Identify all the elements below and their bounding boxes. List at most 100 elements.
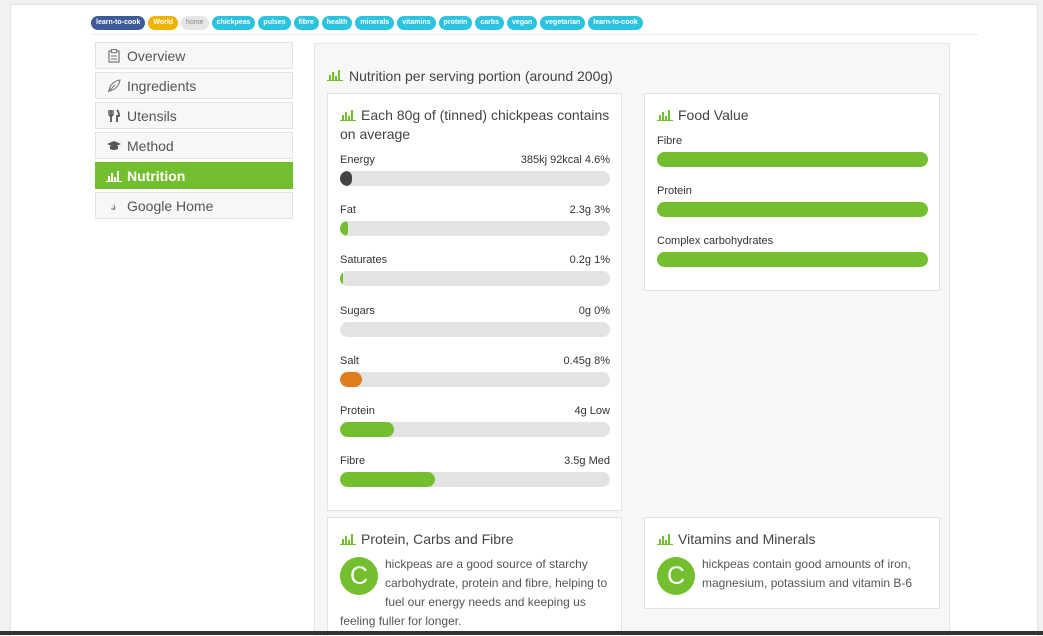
tag-vegan[interactable]: vegan bbox=[507, 16, 538, 30]
panel-text: hickpeas contain good amounts of iron, m… bbox=[702, 557, 913, 590]
sidebar-item-google-home[interactable]: 𝓈 Google Home bbox=[95, 192, 293, 219]
sidebar-item-label: Overview bbox=[127, 47, 186, 64]
nutrient-bar-track bbox=[340, 371, 610, 387]
google-icon: 𝓈 bbox=[111, 197, 117, 214]
sidebar-item-ingredients[interactable]: Ingredients bbox=[95, 72, 293, 99]
leaf-icon bbox=[104, 78, 124, 93]
nutrient-value: 4g Low bbox=[574, 405, 610, 417]
tag-list: learn-to-cook World home chickpeas pulses fib… bbox=[91, 12, 978, 35]
cutlery-icon bbox=[104, 108, 124, 123]
protein-carbs-fibre-panel: Protein, Carbs and Fibre C hickpeas are … bbox=[327, 517, 622, 636]
section-title: Nutrition per serving portion (around 20… bbox=[327, 68, 613, 84]
nutrition-panel: Each 80g of (tinned) chickpeas contains … bbox=[327, 93, 622, 511]
panel-title: Vitamins and Minerals bbox=[657, 530, 815, 549]
nutrient-value: 0.45g 8% bbox=[563, 354, 610, 367]
nutrient-label: Fat bbox=[340, 204, 356, 217]
panel-title-text: Each 80g of (tinned) chickpeas contains … bbox=[340, 107, 610, 142]
nutrient-bar-track bbox=[340, 271, 610, 287]
nutrient-bar-track bbox=[340, 221, 610, 237]
tag-home[interactable]: home bbox=[181, 16, 209, 30]
nutrient-label: Protein bbox=[340, 405, 375, 417]
nutrient-label: Fibre bbox=[340, 455, 366, 468]
tag-protein[interactable]: protein bbox=[438, 16, 473, 30]
nutrient-value: 385kj 92kcal 4.6% bbox=[520, 154, 610, 166]
nutrient-bar-track bbox=[340, 472, 610, 488]
tag-health[interactable]: health bbox=[321, 16, 353, 30]
sidebar-item-utensils[interactable]: Utensils bbox=[95, 102, 293, 129]
nutrient-bar-track bbox=[340, 171, 610, 186]
nutrient-bar-fill bbox=[340, 271, 343, 287]
page: learn-to-cook World home chickpeas pulses fib… bbox=[10, 4, 1038, 636]
nutrient-label: Energy bbox=[340, 154, 375, 166]
food-value-bar bbox=[657, 202, 928, 217]
tag-World[interactable]: World bbox=[148, 16, 179, 30]
sidebar: Overview Ingredients Utensils Method Nut… bbox=[95, 42, 293, 222]
food-value-panel: Food Value Fibre Protein Complex carbohydr… bbox=[644, 93, 940, 291]
food-value-row: Complex carbohydrates bbox=[657, 235, 928, 267]
tag-learn-to-cook[interactable]: learn-to-cook bbox=[588, 16, 643, 30]
tag-vitamins[interactable]: vitamins bbox=[397, 16, 436, 30]
graduation-cap-icon bbox=[104, 140, 124, 152]
sidebar-item-label: Utensils bbox=[127, 107, 177, 124]
panel-title: Protein, Carbs and Fibre bbox=[340, 530, 514, 549]
sidebar-item-label: Ingredients bbox=[127, 77, 197, 94]
nutrient-bar-fill bbox=[340, 171, 353, 186]
sidebar-item-method[interactable]: Method bbox=[95, 132, 293, 159]
panel-title-text: Vitamins and Minerals bbox=[678, 531, 816, 547]
nutrient-row: Energy 385kj 92kcal 4.6% bbox=[340, 154, 610, 186]
bar-chart-icon bbox=[657, 107, 673, 125]
food-value-label: Complex carbohydrates bbox=[657, 235, 774, 247]
nutrition-section: Nutrition per serving portion (around 20… bbox=[314, 43, 950, 636]
nutrient-bar-track bbox=[340, 321, 610, 337]
nutrient-bar-fill bbox=[340, 221, 349, 237]
tag-carbs[interactable]: carbs bbox=[475, 16, 505, 30]
panel-text: hickpeas are a good source of starchy ca… bbox=[340, 557, 608, 628]
tag-minerals[interactable]: minerals bbox=[355, 16, 395, 30]
nutrient-row: Fat 2.3g 3% bbox=[340, 204, 610, 237]
vitamins-minerals-panel: Vitamins and Minerals C hickpeas contain… bbox=[644, 517, 940, 609]
dropcap: C bbox=[657, 557, 695, 595]
section-title-text: Nutrition per serving portion (around 20… bbox=[349, 68, 613, 84]
food-value-label: Protein bbox=[657, 185, 692, 197]
food-value-bar bbox=[657, 252, 928, 267]
tag-pulses[interactable]: pulses bbox=[258, 16, 291, 30]
nutrient-value: 0.2g 1% bbox=[569, 254, 610, 267]
nutrient-row: Fibre 3.5g Med bbox=[340, 455, 610, 488]
nutrient-row: Salt 0.45g 8% bbox=[340, 355, 610, 387]
panel-body: C hickpeas contain good amounts of iron,… bbox=[657, 555, 927, 597]
panel-title: Each 80g of (tinned) chickpeas contains … bbox=[340, 106, 610, 143]
sidebar-item-nutrition[interactable]: Nutrition bbox=[95, 162, 293, 189]
nutrient-label: Salt bbox=[340, 354, 359, 367]
dropcap: C bbox=[340, 557, 378, 595]
food-value-label: Fibre bbox=[657, 135, 683, 147]
panel-title-text: Food Value bbox=[678, 107, 749, 123]
clipboard-icon bbox=[104, 48, 124, 63]
nutrient-label: Sugars bbox=[340, 304, 375, 317]
bar-chart-icon bbox=[340, 107, 356, 125]
nutrient-bar-fill bbox=[340, 472, 435, 488]
food-value-row: Protein bbox=[657, 185, 928, 217]
nutrient-row: Sugars 0g 0% bbox=[340, 305, 610, 337]
food-value-bar bbox=[657, 152, 928, 167]
tag-chickpeas[interactable]: chickpeas bbox=[211, 16, 256, 30]
sidebar-item-label: Method bbox=[127, 137, 174, 154]
nutrient-bar-fill bbox=[340, 371, 362, 387]
nutrient-value: 3.5g Med bbox=[564, 455, 610, 468]
nutrient-value: 0g 0% bbox=[578, 304, 610, 317]
bar-chart-icon bbox=[657, 531, 673, 549]
bar-chart-icon bbox=[340, 531, 356, 549]
panel-title: Food Value bbox=[657, 106, 749, 125]
panel-title-text: Protein, Carbs and Fibre bbox=[361, 531, 514, 547]
nutrient-label: Saturates bbox=[340, 254, 388, 267]
bar-chart-icon bbox=[104, 170, 124, 182]
nutrient-value: 2.3g 3% bbox=[569, 204, 610, 217]
nutrient-row: Saturates 0.2g 1% bbox=[340, 254, 610, 287]
nutrient-bar-track bbox=[340, 422, 610, 437]
sidebar-item-overview[interactable]: Overview bbox=[95, 42, 293, 69]
tag-fibre[interactable]: fibre bbox=[293, 16, 319, 30]
sidebar-item-label: Nutrition bbox=[127, 167, 186, 184]
tag-vegetarian[interactable]: vegetarian bbox=[540, 16, 586, 30]
panel-body: C hickpeas are a good source of starchy … bbox=[340, 555, 610, 631]
tag-learn-to-cook[interactable]: learn-to-cook bbox=[91, 16, 146, 30]
nutrient-bar-fill bbox=[340, 422, 394, 437]
